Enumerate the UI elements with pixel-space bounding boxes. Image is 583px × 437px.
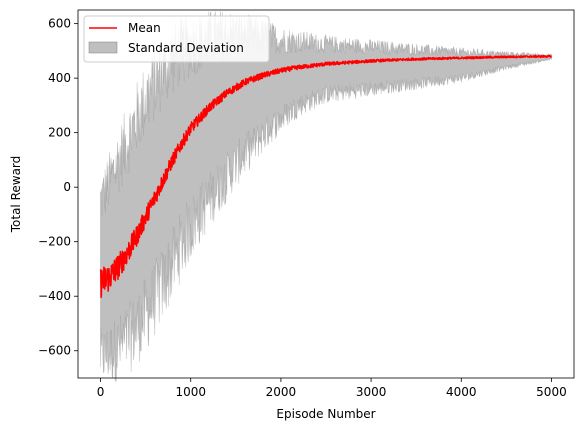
y-tick-label: 200 [48,126,71,140]
y-tick-label: −600 [38,344,71,358]
y-axis-title: Total Reward [9,156,23,234]
y-tick-label: 600 [48,17,71,31]
std-band [100,11,552,383]
x-tick-label: 5000 [536,385,567,399]
plot-layer [99,11,552,383]
x-tick-label: 1000 [175,385,206,399]
plot-frame [77,9,575,379]
y-tick-label: −200 [38,235,71,249]
x-tick-label: 0 [97,385,105,399]
legend-mean-label: Mean [128,21,161,35]
mean-line [99,54,552,299]
x-tick-label: 2000 [266,385,297,399]
y-tick-label: −400 [38,289,71,303]
x-tick-label: 3000 [356,385,387,399]
legend-band-label: Standard Deviation [128,41,244,55]
legend: Mean Standard Deviation [83,15,270,63]
legend-box [83,15,270,63]
legend-band-swatch [88,41,118,54]
y-tick-label: 0 [63,180,71,194]
x-tick-label: 4000 [446,385,477,399]
y-tick-label: 400 [48,71,71,85]
x-axis-title: Episode Number [276,407,375,421]
ticks-layer: 0 1000 2000 3000 4000 5000 −600 −400 −200 0 200 400… [38,17,567,399]
